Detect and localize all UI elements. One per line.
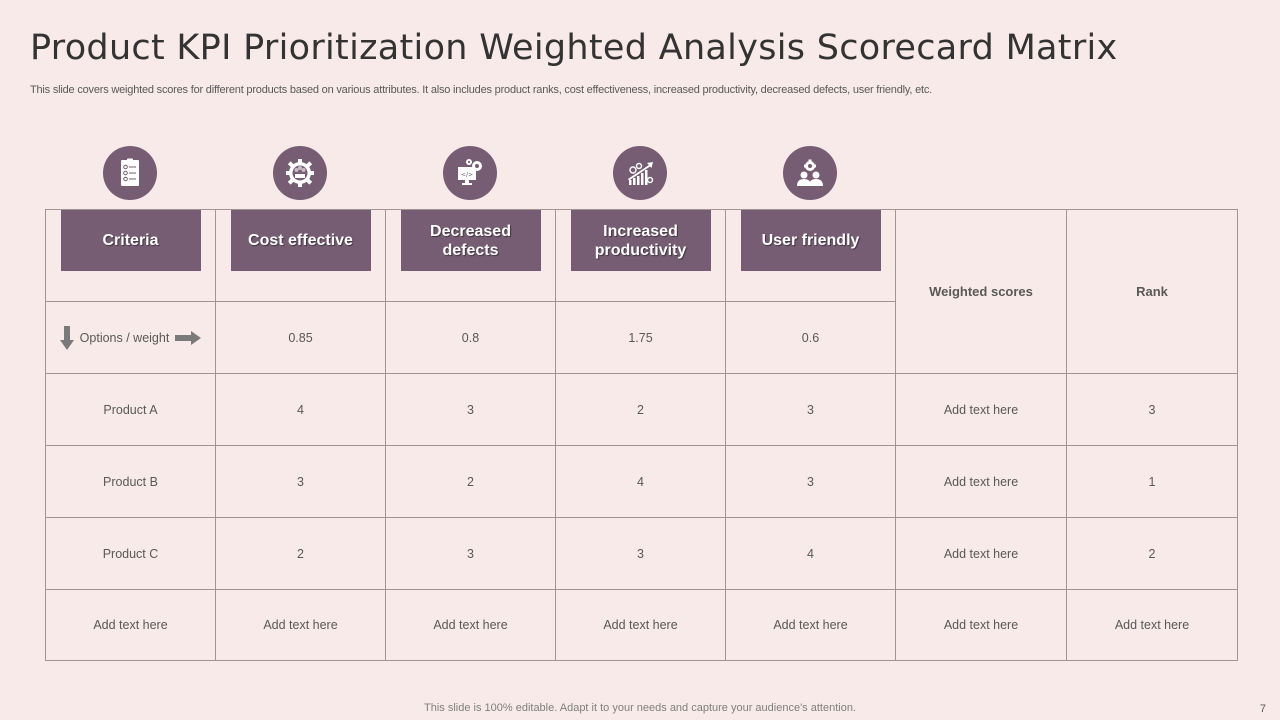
header-cell-increased-productivity: Increased productivity [555,209,726,302]
header-cell-rank: Rank [1066,209,1238,374]
score-user-friendly: 4 [725,517,896,590]
rank: 1 [1066,445,1238,518]
header-cell-decreased-defects: Decreased defects [385,209,556,302]
weighted-score: Add text here [895,517,1067,590]
header-cell-criteria: Criteria [45,209,216,302]
page-number: 7 [1259,703,1266,715]
weighted-score: Add text here [895,589,1067,661]
header-criteria: Criteria [60,210,201,271]
rank: 2 [1066,517,1238,590]
header-row: Criteria Cost effective Decreased defect… [45,209,1238,374]
arrow-down-icon [59,325,74,350]
score-decreased-defects: 2 [385,445,556,518]
score-user-friendly: Add text here [725,589,896,661]
score-cost-effective: 2 [215,517,386,590]
options-weight-cell: Options / weight [45,301,216,374]
header-decreased-defects: Decreased defects [400,210,541,271]
table-row: Product C 2 3 3 4 Add text here 2 [45,517,1238,590]
weight-cost-effective: 0.85 [215,301,386,374]
header-cell-user-friendly: User friendly [725,209,896,302]
score-increased-productivity: Add text here [555,589,726,661]
weighted-score: Add text here [895,445,1067,518]
table-row: Add text here Add text here Add text her… [45,589,1238,661]
arrow-right-icon [175,330,202,345]
product-name: Add text here [45,589,216,661]
scorecard-matrix: Criteria Cost effective Decreased defect… [45,209,1238,661]
header-rank: Rank [1136,284,1168,299]
monitor-code-gears-icon: </> [443,146,497,200]
score-user-friendly: 3 [725,445,896,518]
options-weight-label: Options / weight [79,330,170,345]
rank: 3 [1066,373,1238,446]
score-decreased-defects: 3 [385,517,556,590]
table-row: Product B 3 2 4 3 Add text here 1 [45,445,1238,518]
score-increased-productivity: 3 [555,517,726,590]
weight-user-friendly: 0.6 [725,301,896,374]
score-decreased-defects: Add text here [385,589,556,661]
score-user-friendly: 3 [725,373,896,446]
score-cost-effective: 3 [215,445,386,518]
rank: Add text here [1066,589,1238,661]
score-increased-productivity: 2 [555,373,726,446]
slide-subtitle: This slide covers weighted scores for di… [30,84,932,96]
weight-decreased-defects: 0.8 [385,301,556,374]
header-cell-weighted-scores: Weighted scores [895,209,1067,374]
header-user-friendly: User friendly [740,210,881,271]
slide-title: Product KPI Prioritization Weighted Anal… [30,28,1118,68]
product-name: Product B [45,445,216,518]
product-name: Product A [45,373,216,446]
gear-money-icon [273,146,327,200]
slide-footer: This slide is 100% editable. Adapt it to… [424,702,856,714]
team-idea-gear-icon [783,146,837,200]
table-row: Product A 4 3 2 3 Add text here 3 [45,373,1238,446]
product-name: Product C [45,517,216,590]
svg-text:</>: </> [461,172,473,179]
header-cost-effective: Cost effective [230,210,371,271]
header-weighted-scores: Weighted scores [929,284,1033,299]
weighted-score: Add text here [895,373,1067,446]
score-cost-effective: 4 [215,373,386,446]
growth-chart-gears-icon [613,146,667,200]
score-decreased-defects: 3 [385,373,556,446]
score-cost-effective: Add text here [215,589,386,661]
header-increased-productivity: Increased productivity [570,210,711,271]
clipboard-checklist-icon [103,146,157,200]
weight-increased-productivity: 1.75 [555,301,726,374]
header-cell-cost-effective: Cost effective [215,209,386,302]
options-weight-row: Options / weight 0.85 0.8 1.75 0.6 [45,301,1238,374]
score-increased-productivity: 4 [555,445,726,518]
